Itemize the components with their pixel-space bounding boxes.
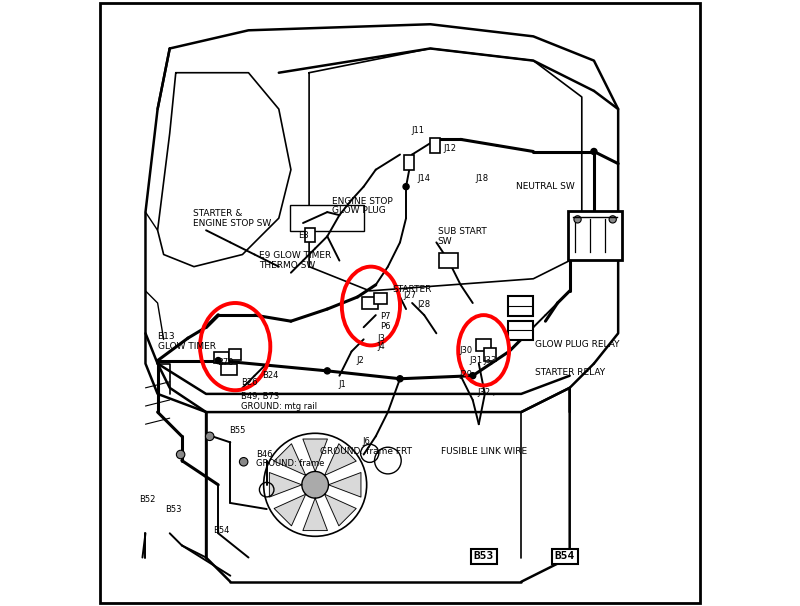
Circle shape (215, 358, 222, 364)
Text: J12: J12 (444, 144, 457, 153)
Polygon shape (274, 444, 306, 475)
Polygon shape (303, 439, 327, 471)
Text: J30: J30 (459, 346, 473, 355)
FancyBboxPatch shape (374, 293, 387, 304)
Text: B13: B13 (158, 332, 175, 341)
Text: B70: B70 (217, 358, 234, 367)
Text: J3: J3 (377, 334, 385, 342)
Circle shape (470, 373, 476, 379)
Circle shape (574, 216, 581, 223)
Text: J33: J33 (484, 356, 497, 365)
Text: SUB START: SUB START (438, 227, 486, 236)
FancyBboxPatch shape (229, 349, 242, 360)
Circle shape (302, 471, 329, 498)
Text: B24: B24 (262, 371, 278, 380)
Text: J11: J11 (411, 126, 424, 135)
Polygon shape (274, 494, 306, 526)
Text: E9 GLOW TIMER: E9 GLOW TIMER (259, 251, 332, 260)
Text: B53: B53 (165, 505, 182, 513)
Text: FUSIBLE LINK WIRE: FUSIBLE LINK WIRE (442, 447, 527, 456)
FancyBboxPatch shape (484, 348, 496, 361)
FancyBboxPatch shape (568, 211, 622, 260)
Circle shape (609, 216, 616, 223)
FancyBboxPatch shape (404, 155, 414, 170)
Text: J1: J1 (338, 381, 346, 389)
FancyBboxPatch shape (214, 352, 229, 363)
Circle shape (239, 458, 248, 466)
Text: J27: J27 (403, 291, 416, 300)
Text: NEUTRAL SW: NEUTRAL SW (516, 182, 575, 191)
Text: B49, B73: B49, B73 (242, 393, 279, 401)
Text: J14: J14 (417, 175, 430, 183)
Polygon shape (325, 444, 356, 475)
Text: B54: B54 (554, 551, 575, 561)
Polygon shape (303, 498, 327, 531)
Circle shape (206, 432, 214, 441)
Circle shape (397, 376, 403, 382)
Text: B26: B26 (242, 379, 258, 387)
Circle shape (591, 148, 597, 155)
FancyBboxPatch shape (221, 364, 238, 375)
Text: GLOW PLUG: GLOW PLUG (332, 207, 386, 215)
Text: P6: P6 (381, 322, 391, 330)
FancyBboxPatch shape (290, 205, 364, 231)
Text: J32 ,: J32 , (478, 388, 496, 397)
Text: B55: B55 (229, 426, 246, 435)
Text: E8: E8 (298, 231, 309, 239)
Text: B53: B53 (474, 551, 494, 561)
FancyBboxPatch shape (306, 228, 315, 242)
Text: ENGINE STOP SW: ENGINE STOP SW (193, 219, 271, 227)
FancyBboxPatch shape (509, 296, 533, 316)
Text: SW: SW (438, 237, 452, 245)
Text: GROUND: mtg rail: GROUND: mtg rail (242, 402, 318, 410)
Text: THERMO SW: THERMO SW (259, 261, 316, 270)
Text: J4: J4 (377, 342, 385, 351)
FancyBboxPatch shape (476, 339, 491, 351)
Circle shape (176, 450, 185, 459)
Text: GROUND: frame: GROUND: frame (256, 459, 324, 468)
Text: J31: J31 (470, 356, 483, 365)
Polygon shape (329, 473, 361, 497)
Circle shape (324, 368, 330, 374)
Text: J28: J28 (417, 300, 430, 308)
Text: B54: B54 (214, 526, 230, 534)
Text: B46: B46 (256, 450, 272, 459)
Polygon shape (325, 494, 356, 526)
Text: J29: J29 (459, 370, 472, 379)
Text: STARTER RELAY: STARTER RELAY (534, 368, 605, 377)
Text: J6: J6 (362, 437, 370, 445)
Text: STARTER: STARTER (393, 285, 432, 294)
FancyBboxPatch shape (430, 138, 440, 153)
FancyBboxPatch shape (438, 253, 458, 268)
Polygon shape (270, 473, 302, 497)
Text: ENGINE STOP: ENGINE STOP (332, 197, 393, 205)
Circle shape (403, 184, 409, 190)
Text: B52: B52 (139, 496, 156, 504)
Text: GLOW PLUG RELAY: GLOW PLUG RELAY (534, 340, 619, 348)
Text: GLOW TIMER: GLOW TIMER (158, 342, 216, 351)
FancyBboxPatch shape (509, 321, 533, 340)
Text: STARTER &: STARTER & (193, 209, 242, 218)
Text: GROUND: frame FRT: GROUND: frame FRT (320, 447, 412, 456)
FancyBboxPatch shape (362, 297, 378, 309)
Text: J18: J18 (476, 175, 489, 183)
Text: J2: J2 (356, 356, 364, 365)
FancyBboxPatch shape (100, 3, 700, 603)
Text: P7: P7 (381, 312, 391, 321)
